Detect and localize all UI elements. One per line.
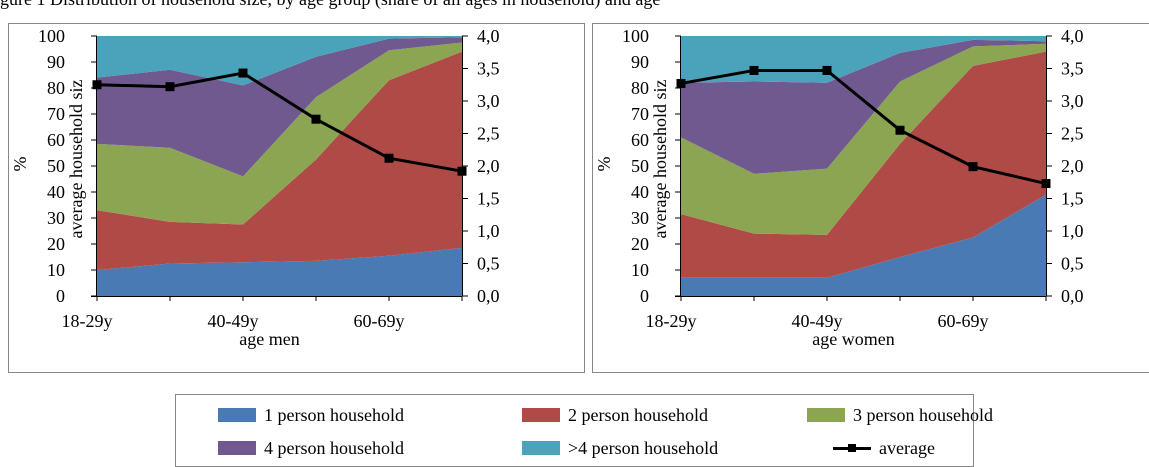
y-tick-label: 80 <box>631 78 649 98</box>
y-tick-label: 90 <box>631 52 649 72</box>
y-tick-label: 100 <box>622 26 649 46</box>
y-tick-label: 50 <box>631 156 649 176</box>
y2-axis-label: average household siz <box>650 80 670 239</box>
y-axis-label: % <box>10 157 30 172</box>
average-point <box>165 82 175 92</box>
x-tick-label: 18-29y <box>62 311 113 331</box>
legend-item-4-person: 4 person household <box>218 437 404 459</box>
legend-item-2-person: 2 person household <box>522 404 708 426</box>
average-point <box>749 65 759 75</box>
area-series-2 <box>97 51 462 270</box>
y2-tick-label: 3,0 <box>1061 91 1084 111</box>
average-point <box>384 153 394 163</box>
y2-tick-label: 2,5 <box>477 124 500 144</box>
chart-panel-women: 0 10 20 30 40 50 60 70 80 90 100 0,0 0,5 1,0 1,5 2,0 2,5… <box>592 23 1149 373</box>
y2-tick-label: 0,0 <box>1061 286 1084 306</box>
y2-tick-label: 3,0 <box>477 91 500 111</box>
chart-men: 0 10 20 30 40 50 60 70 80 90 100 0,0 0,5 1,0 1,5 2,0 2,5… <box>8 23 585 373</box>
legend-item-1-person: 1 person household <box>218 404 404 426</box>
y-tick-label: 80 <box>47 78 65 98</box>
area-series-1 <box>681 194 1046 296</box>
y2-tick-label: 2,0 <box>1061 156 1084 176</box>
legend-item-average: average <box>833 437 935 459</box>
y2-tick-label: 4,0 <box>1061 26 1084 46</box>
area-series-3 <box>681 43 1046 235</box>
x-tick-label: 40-49y <box>792 311 843 331</box>
x-tick-label: 18-29y <box>646 311 697 331</box>
y2-tick-label: 3,5 <box>1061 59 1084 79</box>
y-tick-label: 30 <box>47 208 65 228</box>
average-point <box>676 78 686 88</box>
y-tick-label: 20 <box>47 234 65 254</box>
y-tick-label: 70 <box>47 104 65 124</box>
legend-item-more-than-4: >4 person household <box>522 437 718 459</box>
average-point <box>238 68 248 78</box>
legend-swatch-3-person <box>807 408 845 422</box>
y2-axis-label: average household siz <box>66 80 86 239</box>
average-point <box>1041 179 1051 189</box>
y-tick-label: 40 <box>47 182 65 202</box>
average-line <box>96 71 463 173</box>
legend-label-average: average <box>879 437 935 458</box>
y2-tick-label: 0,5 <box>1061 254 1084 274</box>
y2-tick-label: 2,0 <box>477 156 500 176</box>
area-series-1 <box>97 247 462 296</box>
x-tick-label: 60-69y <box>354 311 405 331</box>
legend-swatch-4-person <box>218 441 256 455</box>
average-point <box>822 65 832 75</box>
average-point <box>895 125 905 135</box>
legend-label-3-person: 3 person household <box>853 404 993 425</box>
figure-caption: gure 1 Distribution of household size, b… <box>0 0 1149 13</box>
legend-swatch-more-than-4 <box>522 441 560 455</box>
area-series-2 <box>681 51 1046 278</box>
legend-label-2-person: 2 person household <box>568 404 708 425</box>
y-tick-label: 30 <box>631 208 649 228</box>
y-tick-label: 90 <box>47 52 65 72</box>
y-axis-label: % <box>594 157 614 172</box>
average-point <box>968 162 978 172</box>
average-point <box>311 114 321 124</box>
y2-tick-label: 4,0 <box>477 26 500 46</box>
y-tick-label: 10 <box>47 260 65 280</box>
average-line <box>680 68 1047 186</box>
legend-item-3-person: 3 person household <box>807 404 993 426</box>
legend-label-1-person: 1 person household <box>264 404 404 425</box>
x-tick-label: 40-49y <box>208 311 259 331</box>
y2-tick-label: 3,5 <box>477 59 500 79</box>
average-point <box>92 80 102 90</box>
area-series-4 <box>97 37 462 177</box>
chart-panel-men: 0 10 20 30 40 50 60 70 80 90 100 0,0 0,5 1,0 1,5 2,0 2,5… <box>8 23 585 373</box>
y-tick-label: 0 <box>56 286 65 306</box>
y-tick-label: 0 <box>640 286 649 306</box>
y2-tick-label: 1,5 <box>477 189 500 209</box>
y-tick-label: 70 <box>631 104 649 124</box>
area-series-3 <box>97 42 462 225</box>
y2-tick-label: 1,0 <box>1061 221 1084 241</box>
x-axis-label: age women <box>812 329 894 349</box>
average-point <box>457 166 467 176</box>
y-tick-label: 50 <box>47 156 65 176</box>
y2-tick-label: 2,5 <box>1061 124 1084 144</box>
y-tick-label: 20 <box>631 234 649 254</box>
y2-tick-label: 0,5 <box>477 254 500 274</box>
legend-label-more-than-4: >4 person household <box>568 437 719 458</box>
chart-women: 0 10 20 30 40 50 60 70 80 90 100 0,0 0,5 1,0 1,5 2,0 2,5… <box>592 23 1149 373</box>
y2-tick-label: 0,0 <box>477 286 500 306</box>
x-axis-label: age men <box>239 329 299 349</box>
y-tick-label: 100 <box>38 26 65 46</box>
area-series-5 <box>97 36 462 86</box>
area-series-4 <box>681 39 1046 174</box>
y-tick-label: 10 <box>631 260 649 280</box>
y-tick-label: 60 <box>47 130 65 150</box>
legend-swatch-1-person <box>218 408 256 422</box>
legend-line-average <box>833 441 871 455</box>
y-tick-label: 40 <box>631 182 649 202</box>
x-tick-label: 60-69y <box>938 311 989 331</box>
y2-tick-label: 1,5 <box>1061 189 1084 209</box>
legend-label-4-person: 4 person household <box>264 437 404 458</box>
legend-swatch-2-person <box>522 408 560 422</box>
y-tick-label: 60 <box>631 130 649 150</box>
legend: 1 person household 2 person household 3 … <box>175 394 993 467</box>
y2-tick-label: 1,0 <box>477 221 500 241</box>
